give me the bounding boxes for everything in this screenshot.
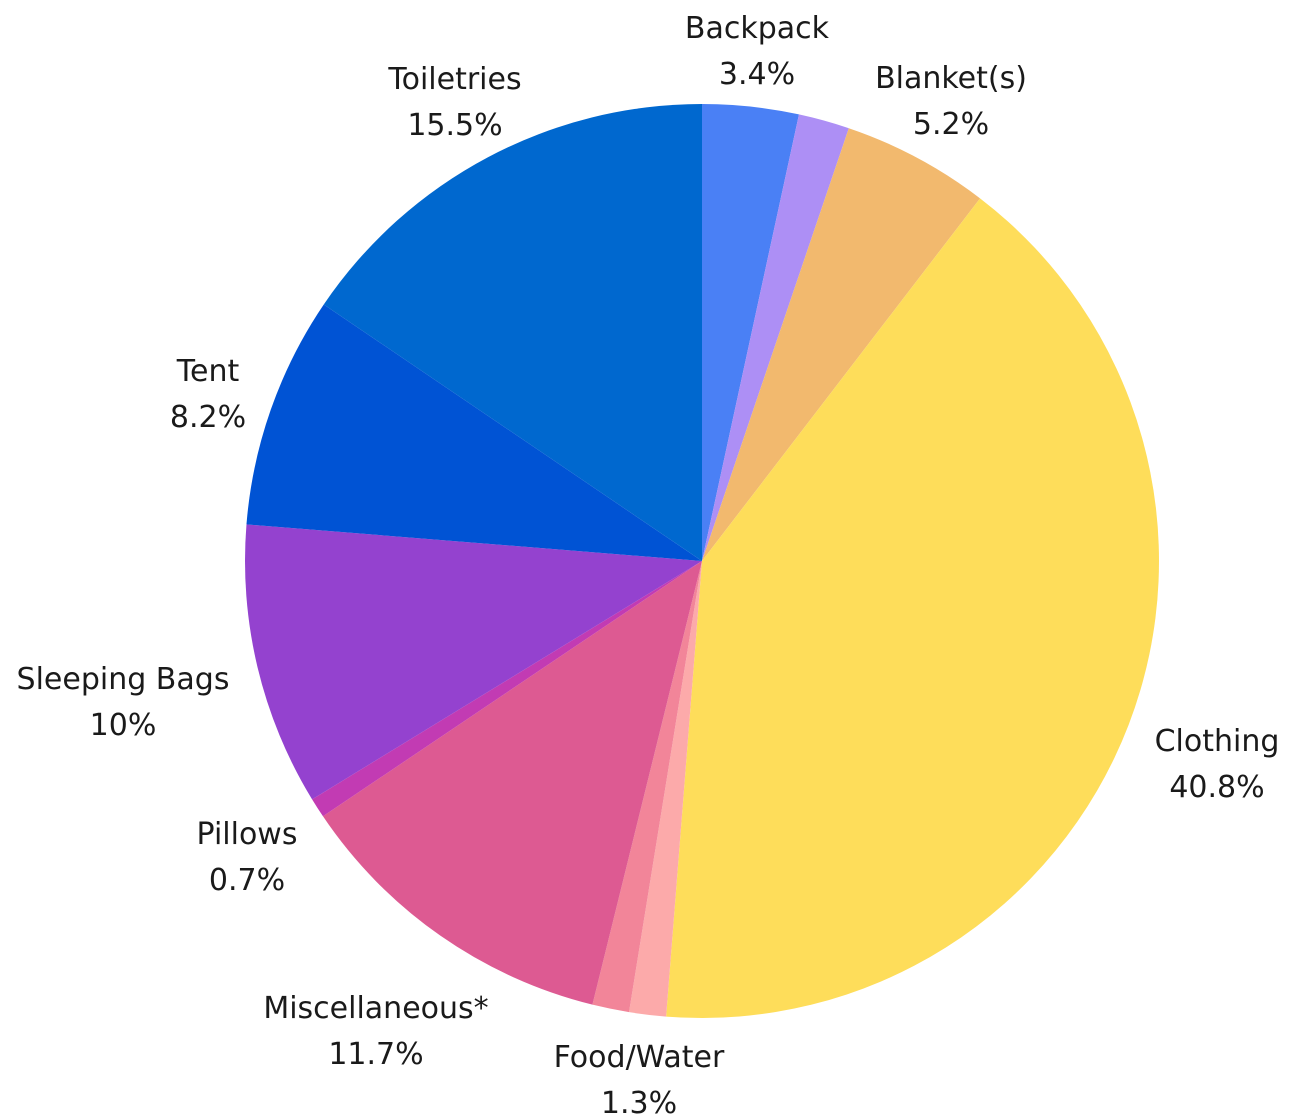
slice-value-label: 11.7% [328, 1037, 423, 1072]
pie-slice-food-water [592, 561, 702, 1013]
pie-slice-unlabeled-1 [702, 114, 849, 561]
slice-value-label: 15.5% [407, 108, 502, 143]
slice-value-label: 0.7% [209, 863, 285, 898]
pie-slice-miscellaneous [322, 561, 702, 1005]
slice-name-label: Sleeping Bags [17, 662, 230, 697]
slice-value-label: 3.4% [719, 57, 795, 92]
slice-name-label: Food/Water [554, 1040, 725, 1075]
pie-slice-clothing [666, 198, 1159, 1019]
slice-name-label: Clothing [1155, 724, 1280, 759]
slice-name-label: Toiletries [387, 62, 521, 97]
slice-name-label: Backpack [685, 11, 830, 46]
slice-value-label: 1.3% [601, 1086, 677, 1117]
slice-value-label: 40.8% [1169, 770, 1264, 805]
pie-slice-pillows [312, 561, 702, 817]
pie-slice-tent [246, 304, 702, 561]
slice-name-label: Tent [176, 354, 240, 389]
slice-value-label: 5.2% [913, 107, 989, 142]
slice-value-label: 8.2% [170, 400, 246, 435]
pie-slice-backpack [702, 104, 799, 561]
pie-slices [245, 103, 1159, 1019]
slice-value-label: 10% [90, 708, 157, 743]
pie-slice-sleeping-bags [245, 524, 702, 800]
pie-labels: Backpack 3.4% Blanket(s) 5.2% Clothing 40.8% F… [17, 11, 1280, 1117]
slice-name-label: Pillows [197, 817, 298, 852]
slice-name-label: Blanket(s) [875, 61, 1027, 96]
pie-slice-unlabeled-4 [629, 561, 702, 1017]
slice-name-label: Miscellaneous* [263, 991, 488, 1026]
pie-slice-toiletries [323, 103, 702, 561]
pie-slice-blanket-s [702, 128, 981, 561]
